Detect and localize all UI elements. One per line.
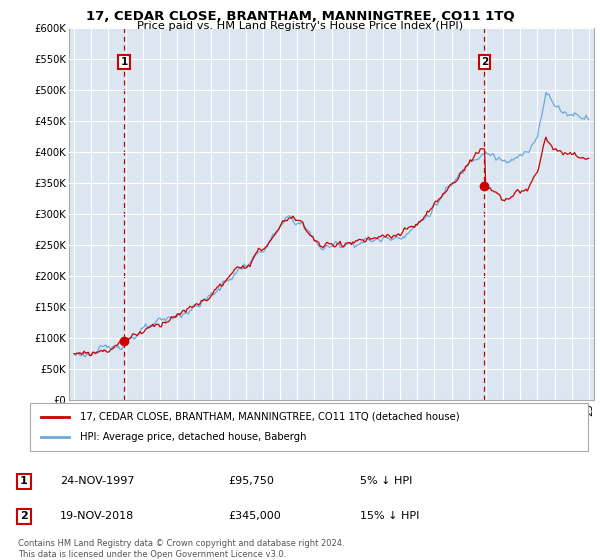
Text: HPI: Average price, detached house, Babergh: HPI: Average price, detached house, Babe… — [80, 432, 307, 442]
Text: £95,750: £95,750 — [228, 477, 274, 487]
Text: £345,000: £345,000 — [228, 511, 281, 521]
Text: 1: 1 — [20, 477, 28, 487]
Text: Price paid vs. HM Land Registry's House Price Index (HPI): Price paid vs. HM Land Registry's House … — [137, 21, 463, 31]
Text: 17, CEDAR CLOSE, BRANTHAM, MANNINGTREE, CO11 1TQ (detached house): 17, CEDAR CLOSE, BRANTHAM, MANNINGTREE, … — [80, 412, 460, 422]
Text: 2: 2 — [481, 57, 488, 67]
Text: 15% ↓ HPI: 15% ↓ HPI — [360, 511, 419, 521]
Text: 24-NOV-1997: 24-NOV-1997 — [60, 477, 134, 487]
Text: 2: 2 — [20, 511, 28, 521]
Text: 1: 1 — [121, 57, 128, 67]
Text: Contains HM Land Registry data © Crown copyright and database right 2024.
This d: Contains HM Land Registry data © Crown c… — [18, 539, 344, 559]
Text: 19-NOV-2018: 19-NOV-2018 — [60, 511, 134, 521]
Text: 5% ↓ HPI: 5% ↓ HPI — [360, 477, 412, 487]
FancyBboxPatch shape — [30, 403, 588, 451]
Text: 17, CEDAR CLOSE, BRANTHAM, MANNINGTREE, CO11 1TQ: 17, CEDAR CLOSE, BRANTHAM, MANNINGTREE, … — [86, 10, 514, 23]
